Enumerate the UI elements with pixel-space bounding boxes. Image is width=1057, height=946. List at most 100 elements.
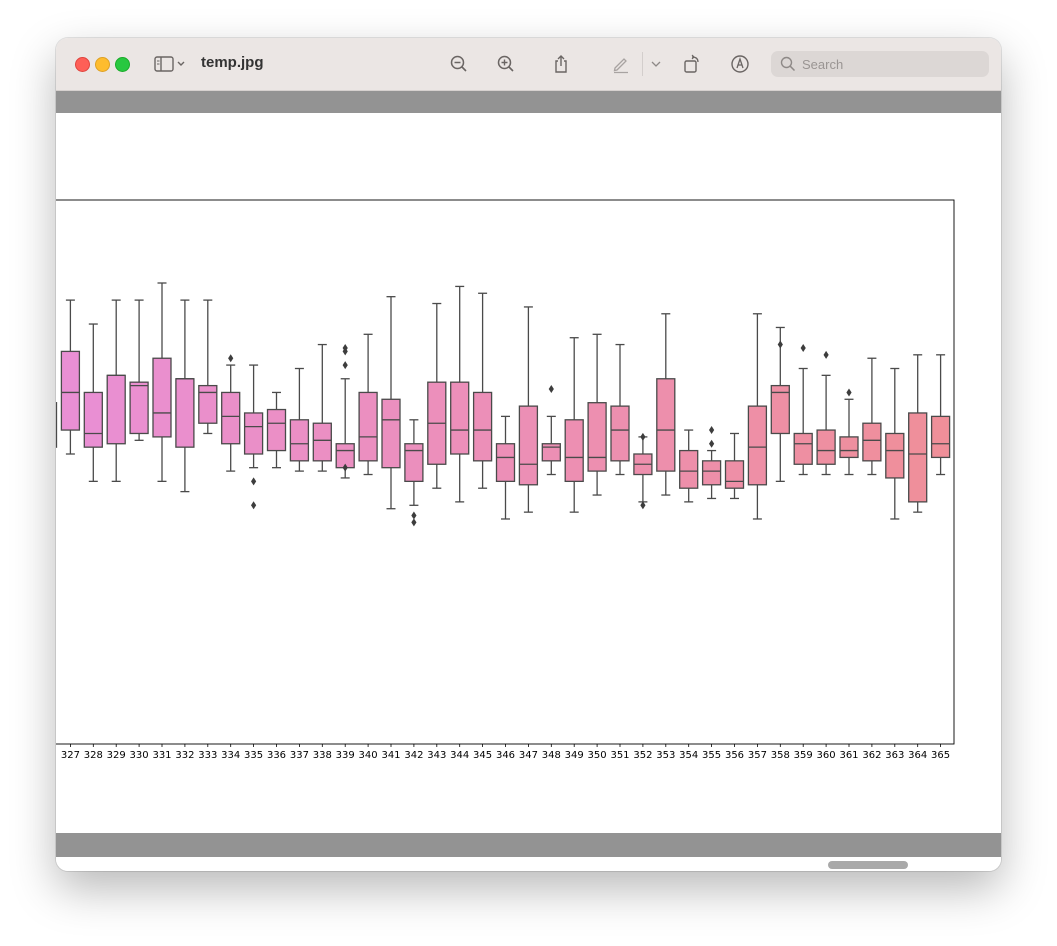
box-336	[266, 408, 287, 452]
box-344	[450, 381, 470, 455]
x-tick-label: 344	[450, 750, 469, 761]
box-341	[381, 398, 401, 469]
box-342	[404, 443, 424, 483]
x-tick-label: 331	[152, 750, 171, 761]
zoom-out-button[interactable]	[448, 50, 470, 78]
x-tick-label: 352	[633, 750, 652, 761]
chevron-down-icon	[177, 61, 185, 66]
box-338	[312, 422, 332, 462]
x-tick-label: 338	[313, 750, 332, 761]
x-tick-label: 330	[130, 750, 149, 761]
x-tick-label: 361	[839, 750, 858, 761]
x-tick-label: 362	[862, 750, 881, 761]
search-icon	[780, 56, 796, 72]
outlier-marker	[709, 439, 715, 448]
x-tick-label: 350	[588, 750, 607, 761]
outlier-marker	[640, 432, 646, 441]
title-bar: temp.jpg	[56, 38, 1001, 91]
box-349	[564, 419, 584, 483]
minimize-button[interactable]	[95, 57, 110, 72]
x-tick-label: 343	[427, 750, 446, 761]
x-tick-label: 332	[175, 750, 194, 761]
close-button[interactable]	[75, 57, 90, 72]
x-tick-label: 348	[542, 750, 561, 761]
outlier-marker	[342, 343, 348, 352]
box-346	[495, 443, 516, 483]
x-tick-label: 357	[748, 750, 767, 761]
box-326	[56, 402, 58, 448]
chevron-down-icon	[651, 61, 661, 67]
x-tick-label: 363	[885, 750, 904, 761]
outlier-marker	[251, 477, 257, 486]
sidebar-toggle-button[interactable]	[152, 50, 190, 78]
search-field[interactable]: Search	[771, 51, 989, 77]
outlier-marker	[342, 463, 348, 472]
box-353	[656, 378, 676, 472]
outlier-marker	[411, 511, 417, 520]
x-tick-label: 329	[107, 750, 126, 761]
zoom-in-icon	[497, 55, 514, 72]
outlier-marker	[228, 354, 234, 363]
horizontal-scrollbar[interactable]	[828, 861, 908, 869]
zoom-out-icon	[450, 55, 467, 72]
search-placeholder: Search	[802, 57, 844, 72]
rotate-button[interactable]	[681, 50, 703, 78]
annotate-button[interactable]	[729, 50, 751, 78]
x-tick-label: 339	[336, 750, 355, 761]
x-tick-label: 327	[61, 750, 80, 761]
box-327	[60, 350, 81, 431]
outlier-marker	[823, 350, 829, 359]
box-354	[679, 449, 699, 489]
x-tick-label: 354	[679, 750, 698, 761]
document-view[interactable]: 327 328 329 330 331 332 333 334 335 336 337 338 339 3…	[56, 91, 1001, 871]
share-button[interactable]	[550, 50, 572, 78]
box-350	[587, 402, 607, 472]
x-tick-label: 365	[931, 750, 950, 761]
markup-button[interactable]	[610, 50, 632, 78]
box-363	[885, 432, 905, 479]
page-gutter-top	[56, 91, 1001, 113]
x-tick-label: 334	[221, 750, 240, 761]
page-gutter-bottom	[56, 833, 1001, 857]
box-356	[724, 460, 745, 489]
outlier-marker	[548, 385, 554, 394]
box-348	[541, 443, 561, 462]
x-tick-label: 355	[702, 750, 721, 761]
box-357	[747, 405, 768, 486]
x-tick-label: 333	[198, 750, 217, 761]
outlier-marker	[777, 340, 783, 349]
box-364	[908, 412, 928, 503]
share-icon	[555, 55, 567, 73]
box-334	[221, 391, 241, 445]
x-tick-label: 360	[817, 750, 836, 761]
outlier-marker	[709, 426, 715, 435]
outlier-marker	[800, 343, 806, 352]
x-tick-label: 359	[794, 750, 813, 761]
x-tick-label: 335	[244, 750, 263, 761]
x-tick-label: 356	[725, 750, 744, 761]
box-337	[289, 419, 310, 462]
outlier-marker	[846, 388, 852, 397]
x-tick-label: 337	[290, 750, 309, 761]
x-tick-label: 345	[473, 750, 492, 761]
box-345	[472, 391, 493, 462]
rotate-icon	[684, 54, 699, 73]
outlier-marker	[411, 518, 417, 527]
box-340	[358, 391, 378, 462]
x-tick-label: 364	[908, 750, 927, 761]
markup-menu-button[interactable]	[648, 50, 664, 78]
box-351	[610, 405, 630, 462]
window-title: temp.jpg	[201, 54, 264, 71]
box-329	[106, 374, 126, 445]
x-tick-label: 340	[359, 750, 378, 761]
box-335	[243, 412, 264, 455]
x-tick-label: 341	[381, 750, 400, 761]
zoom-button[interactable]	[115, 57, 130, 72]
box-347	[518, 405, 539, 486]
box-358	[770, 384, 790, 435]
zoom-in-button[interactable]	[495, 50, 517, 78]
toolbar-separator	[642, 52, 643, 76]
box-360	[816, 429, 836, 465]
box-330	[129, 381, 149, 435]
x-tick-label: 351	[610, 750, 629, 761]
